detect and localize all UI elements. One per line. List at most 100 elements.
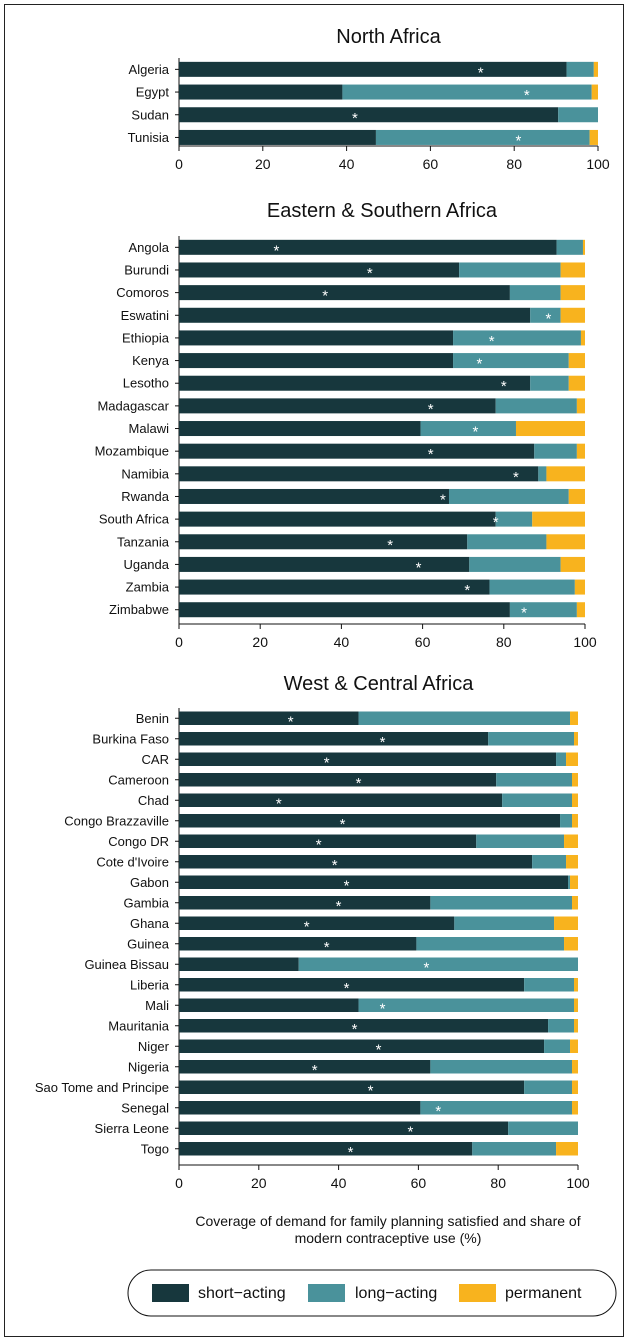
bar-short-acting-liberia (179, 978, 525, 992)
bar-long-acting-burkina-faso (488, 732, 575, 746)
bar-long-acting-madagascar (495, 398, 577, 414)
category-label-sierra-leone: Sierra Leone (95, 1121, 169, 1136)
bar-long-acting-ethiopia (453, 330, 581, 346)
bar-long-acting-tanzania (467, 534, 547, 550)
category-label-eswatini: Eswatini (121, 308, 170, 323)
bar-long-acting-angola (556, 239, 583, 255)
bar-short-acting-tanzania (179, 534, 468, 550)
coverage-marker-senegal: * (435, 1103, 441, 1120)
coverage-marker-south-africa: * (493, 514, 499, 531)
coverage-marker-tunisia: * (515, 132, 521, 149)
bar-long-acting-guinea (416, 937, 565, 951)
category-label-congo-brazzaville: Congo Brazzaville (64, 813, 169, 828)
bar-long-acting-comoros (509, 285, 561, 301)
x-tick-label: 40 (334, 634, 350, 650)
bar-long-acting-togo (472, 1142, 557, 1156)
category-label-sao-tome-and-principe: Sao Tome and Principe (35, 1080, 169, 1095)
legend-swatch-permanent (459, 1284, 496, 1302)
bar-short-acting-rwanda (179, 488, 449, 504)
category-label-guinea: Guinea (127, 936, 170, 951)
bar-short-acting-cote-d-ivoire (179, 855, 533, 869)
x-tick-label: 40 (339, 156, 355, 172)
bar-long-acting-nigeria (430, 1060, 573, 1074)
bar-permanent-cameroon (572, 773, 578, 787)
bar-permanent-niger (570, 1039, 578, 1053)
bar-long-acting-burundi (459, 262, 561, 278)
x-tick-label: 100 (586, 156, 610, 172)
bar-permanent-madagascar (576, 398, 585, 414)
coverage-marker-madagascar: * (428, 401, 434, 418)
x-tick-label: 80 (506, 156, 522, 172)
bar-short-acting-sudan (179, 107, 559, 123)
coverage-marker-eswatini: * (546, 310, 552, 327)
bar-short-acting-cameroon (179, 773, 497, 787)
category-label-ghana: Ghana (130, 916, 170, 931)
bar-long-acting-sao-tome-and-principe (524, 1080, 573, 1094)
category-label-niger: Niger (138, 1039, 170, 1054)
bar-short-acting-mali (179, 998, 359, 1012)
bar-permanent-benin (570, 711, 578, 725)
bar-short-acting-gabon (179, 875, 569, 889)
bar-long-acting-cameroon (496, 773, 573, 787)
coverage-marker-gabon: * (344, 877, 350, 894)
x-tick-label: 100 (573, 634, 597, 650)
bar-long-acting-sudan (558, 107, 598, 123)
bar-permanent-cote-d-ivoire (566, 855, 578, 869)
bar-long-acting-ghana (454, 916, 555, 930)
bar-long-acting-kenya (453, 353, 569, 369)
x-tick-label: 80 (496, 634, 512, 650)
coverage-marker-ghana: * (304, 918, 310, 935)
coverage-marker-lesotho: * (501, 378, 507, 395)
coverage-marker-cote-d-ivoire: * (332, 857, 338, 874)
bar-permanent-comoros (560, 285, 585, 301)
bar-permanent-ghana (554, 916, 578, 930)
bar-permanent-mauritania (574, 1019, 578, 1033)
category-label-lesotho: Lesotho (123, 376, 169, 391)
bar-short-acting-congo-dr (179, 834, 477, 848)
coverage-marker-zambia: * (464, 582, 470, 599)
bar-long-acting-liberia (524, 978, 575, 992)
coverage-marker-benin: * (288, 713, 294, 730)
bar-long-acting-uganda (469, 556, 561, 572)
bar-long-acting-benin (358, 711, 571, 725)
category-label-sudan: Sudan (131, 107, 169, 122)
bar-permanent-gambia (572, 896, 578, 910)
category-label-zambia: Zambia (126, 580, 170, 595)
bar-long-acting-south-africa (495, 511, 533, 527)
bar-long-acting-lesotho (530, 375, 569, 391)
category-label-senegal: Senegal (121, 1100, 169, 1115)
category-label-burkina-faso: Burkina Faso (92, 731, 169, 746)
bar-short-acting-mozambique (179, 443, 535, 459)
coverage-marker-liberia: * (344, 980, 350, 997)
legend-label-short-acting: short−acting (198, 1285, 286, 1302)
bar-long-acting-guinea-bissau (298, 957, 578, 971)
coverage-marker-mali: * (380, 1000, 386, 1017)
x-tick-label: 60 (415, 634, 431, 650)
category-label-madagascar: Madagascar (97, 398, 169, 413)
bar-permanent-congo-brazzaville (572, 814, 578, 828)
bar-long-acting-namibia (538, 466, 547, 482)
panel-title: West & Central Africa (284, 673, 475, 695)
category-label-liberia: Liberia (130, 977, 170, 992)
coverage-marker-rwanda: * (440, 491, 446, 508)
x-tick-label: 20 (255, 156, 271, 172)
bar-long-acting-congo-dr (476, 834, 565, 848)
bar-permanent-uganda (560, 556, 585, 572)
bar-permanent-sao-tome-and-principe (572, 1080, 578, 1094)
category-label-burundi: Burundi (124, 262, 169, 277)
bar-permanent-egypt (591, 84, 598, 100)
bar-permanent-chad (572, 793, 578, 807)
bar-long-acting-mozambique (534, 443, 577, 459)
category-label-kenya: Kenya (132, 353, 170, 368)
bar-permanent-congo-dr (564, 834, 578, 848)
category-label-car: CAR (142, 752, 169, 767)
bar-permanent-malawi (515, 421, 585, 437)
category-label-tanzania: Tanzania (117, 534, 170, 549)
bar-short-acting-lesotho (179, 375, 531, 391)
category-label-mali: Mali (145, 998, 169, 1013)
bar-long-acting-gambia (430, 896, 573, 910)
coverage-marker-guinea: * (324, 939, 330, 956)
bar-permanent-south-africa (532, 511, 585, 527)
coverage-marker-namibia: * (513, 469, 519, 486)
